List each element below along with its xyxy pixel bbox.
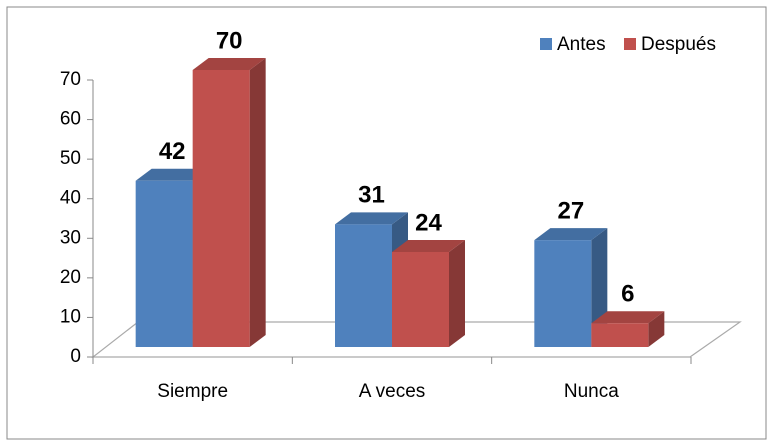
y-tick-label: 40 xyxy=(60,188,81,209)
y-tick-label: 30 xyxy=(60,227,81,248)
bar-front xyxy=(392,252,449,347)
value-label: 42 xyxy=(159,138,186,165)
bar-side xyxy=(648,311,665,347)
bar xyxy=(591,311,665,347)
bar xyxy=(192,58,266,347)
bar-top xyxy=(335,212,408,225)
legend-label: Antes xyxy=(557,34,606,55)
bar-top xyxy=(135,168,209,181)
bar-front xyxy=(192,70,250,347)
bar-top xyxy=(591,311,665,324)
bar-front xyxy=(591,323,649,347)
y-tick-label: 10 xyxy=(60,306,81,327)
value-label: 70 xyxy=(216,27,243,54)
bar-top xyxy=(392,240,465,253)
bar-top xyxy=(192,58,266,70)
y-tick-label: 50 xyxy=(60,148,81,169)
bar-side xyxy=(449,240,465,347)
bar xyxy=(392,240,465,347)
bar-side xyxy=(249,58,266,347)
bar-front xyxy=(335,224,392,347)
x-tick-label: A veces xyxy=(359,381,426,402)
y-tick-label: 60 xyxy=(60,109,81,130)
legend-label: Después xyxy=(641,34,716,55)
x-tick-label: Siempre xyxy=(157,381,228,402)
value-label: 31 xyxy=(358,182,385,209)
y-tick-label: 70 xyxy=(60,69,81,90)
bar-top xyxy=(534,228,608,241)
value-label: 6 xyxy=(621,281,634,308)
bar-front xyxy=(135,180,193,347)
y-tick-label: 0 xyxy=(70,346,81,367)
x-tick-label: Nunca xyxy=(564,381,619,402)
legend-swatch xyxy=(624,38,636,50)
y-tick-label: 20 xyxy=(60,267,81,288)
value-label: 27 xyxy=(557,198,584,225)
legend-swatch xyxy=(540,38,552,50)
bar-front xyxy=(534,240,592,347)
value-label: 24 xyxy=(415,209,442,236)
